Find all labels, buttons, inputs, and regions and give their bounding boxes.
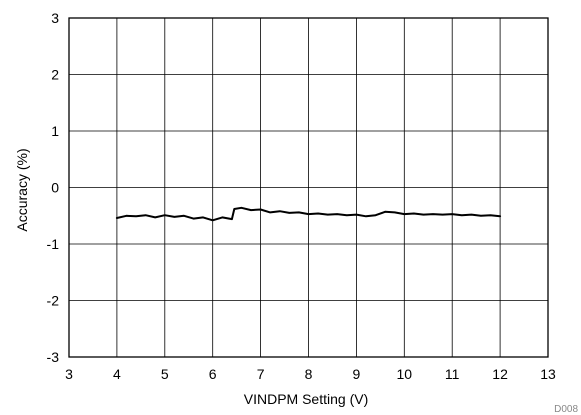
y-tick-label: 3: [51, 10, 59, 26]
x-axis-label: VINDPM Setting (V): [244, 391, 368, 407]
x-tick-label: 4: [113, 366, 121, 382]
x-tick-label: 10: [397, 366, 413, 382]
x-tick-label: 12: [492, 366, 508, 382]
figure-code: D008: [554, 404, 578, 415]
x-tick-label: 11: [445, 366, 460, 382]
x-tick-labels: 3 4 5 6 7 8 9 10 11 12 13: [65, 366, 556, 382]
y-tick-label: -3: [47, 349, 60, 365]
x-tick-label: 3: [65, 366, 73, 382]
x-tick-label: 8: [305, 366, 313, 382]
x-tick-label: 7: [257, 366, 265, 382]
y-tick-label: 0: [51, 180, 59, 196]
series: [115, 206, 502, 222]
y-tick-label: -2: [47, 293, 60, 309]
y-tick-label: -1: [47, 236, 60, 252]
x-tick-label: 5: [161, 366, 169, 382]
grid: [69, 18, 548, 357]
x-tick-label: 6: [209, 366, 217, 382]
y-tick-labels: -3 -2 -1 0 1 2 3: [47, 10, 60, 365]
x-tick-label: 13: [540, 366, 556, 382]
y-tick-label: 2: [51, 67, 59, 83]
y-axis-label: Accuracy (%): [14, 148, 30, 231]
series-line: [115, 206, 502, 222]
y-tick-label: 1: [51, 123, 59, 139]
x-tick-label: 9: [353, 366, 361, 382]
